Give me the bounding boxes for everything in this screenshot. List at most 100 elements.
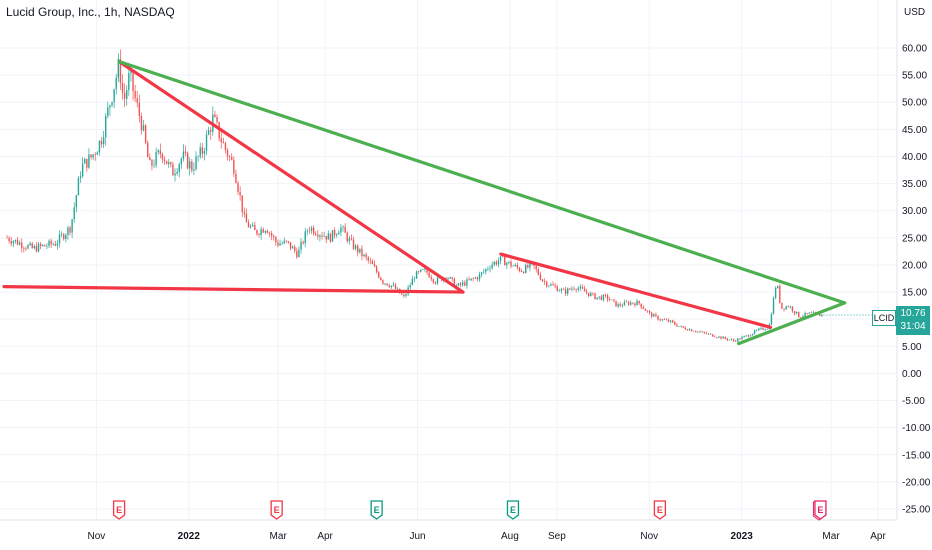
candle-body [663,319,666,320]
earnings-marker[interactable]: E [506,500,520,520]
candle-body [415,271,418,279]
candle-body [604,294,607,296]
candle-body [405,293,407,296]
earnings-badge [270,500,283,520]
chart-title: Lucid Group, Inc., 1h, NASDAQ [6,5,175,19]
candle-body [270,233,273,236]
candle-body [298,249,300,258]
candle-body [79,176,82,178]
price-axis[interactable]: 60.00 55.00 50.00 45.00 40.00 35.00 30.00 25.00… [902,44,931,516]
candle-body [661,319,663,321]
candle-body [732,339,735,341]
candle-body [323,235,325,237]
trendlines[interactable] [2,59,847,346]
candle-body [560,289,563,291]
candle-body [728,339,731,341]
candle-body [109,105,111,108]
candle-body [325,235,327,240]
earnings-marker[interactable]: E [812,500,827,521]
candle-body [667,319,670,322]
candle-body [147,142,149,158]
earnings-marker[interactable]: E [112,500,126,520]
candle-body [617,304,619,307]
candle-body [516,264,519,268]
earnings-badge [814,500,827,520]
trendline-green-3[interactable] [117,59,847,305]
candle-body [21,242,23,249]
candle-body [430,277,432,280]
earnings-marker[interactable]: E [370,500,383,520]
candle-body [63,234,65,240]
candle-body [730,339,733,341]
candle-body [241,195,243,213]
candle-body [92,154,94,158]
candle-body [781,302,783,309]
candle-body [69,227,71,233]
candle-body [266,230,269,234]
candle-body [627,302,630,305]
candle-body [37,243,40,252]
trendline-red-1[interactable] [117,59,465,294]
candle-body [575,289,577,291]
candle-body [81,163,84,177]
candle-body [594,293,596,300]
candle-body [806,312,808,314]
candle-body [623,301,626,306]
candle-body [585,291,588,293]
candle-body [228,156,231,158]
candle-body [590,293,592,297]
candle-body [632,302,634,304]
candle-body [751,333,754,336]
candle-body [808,312,810,314]
candle-body [281,243,283,244]
trendline-red-0[interactable] [2,285,465,294]
candle-body [711,334,714,337]
candle-body [6,237,8,239]
candle-body [35,245,38,252]
earnings-marker[interactable]: E [653,500,667,520]
candle-body [600,296,603,300]
candle-body [329,233,332,242]
candle-body [224,143,227,150]
candle-body [247,222,250,228]
candle-body [659,319,661,321]
candle-body [392,284,395,286]
candle-body [39,243,42,246]
candle-body [556,286,558,292]
candle-body [737,338,739,342]
candle-body [615,300,617,307]
candle-body [705,332,708,334]
candle-body [787,306,789,308]
trendline-red-2[interactable] [499,252,773,329]
candle-body [386,283,388,286]
candle-body [449,277,451,279]
price-tick-label: -20.00 [902,477,931,488]
candle-body [529,262,531,268]
candle-body [653,314,655,317]
candle-body [716,337,718,338]
price-tick-label: 0.00 [902,369,922,380]
candle-body [726,338,729,340]
candle-body [707,333,710,335]
candle-body [791,306,794,312]
candle-body [541,279,544,282]
time-axis[interactable]: Nov 2022 Mar Apr Jun Aug Sep Nov 2023 Mar Apr [88,531,887,542]
candle-body [506,262,508,266]
candle-body [384,283,386,285]
candle-body [235,173,237,183]
trendline-green-4[interactable] [737,301,847,346]
candle-body [396,288,399,290]
candle-body [579,286,582,289]
time-tick-label: 2022 [178,531,201,542]
candle-body [564,289,567,294]
candle-body [153,165,155,166]
price-tick-label: 15.00 [902,288,927,299]
earnings-letter: E [510,505,516,515]
candle-body [119,58,122,84]
earnings-marker[interactable]: E [270,500,283,520]
candle-body [296,250,298,258]
candle-body [493,261,495,265]
candle-body [294,246,296,251]
